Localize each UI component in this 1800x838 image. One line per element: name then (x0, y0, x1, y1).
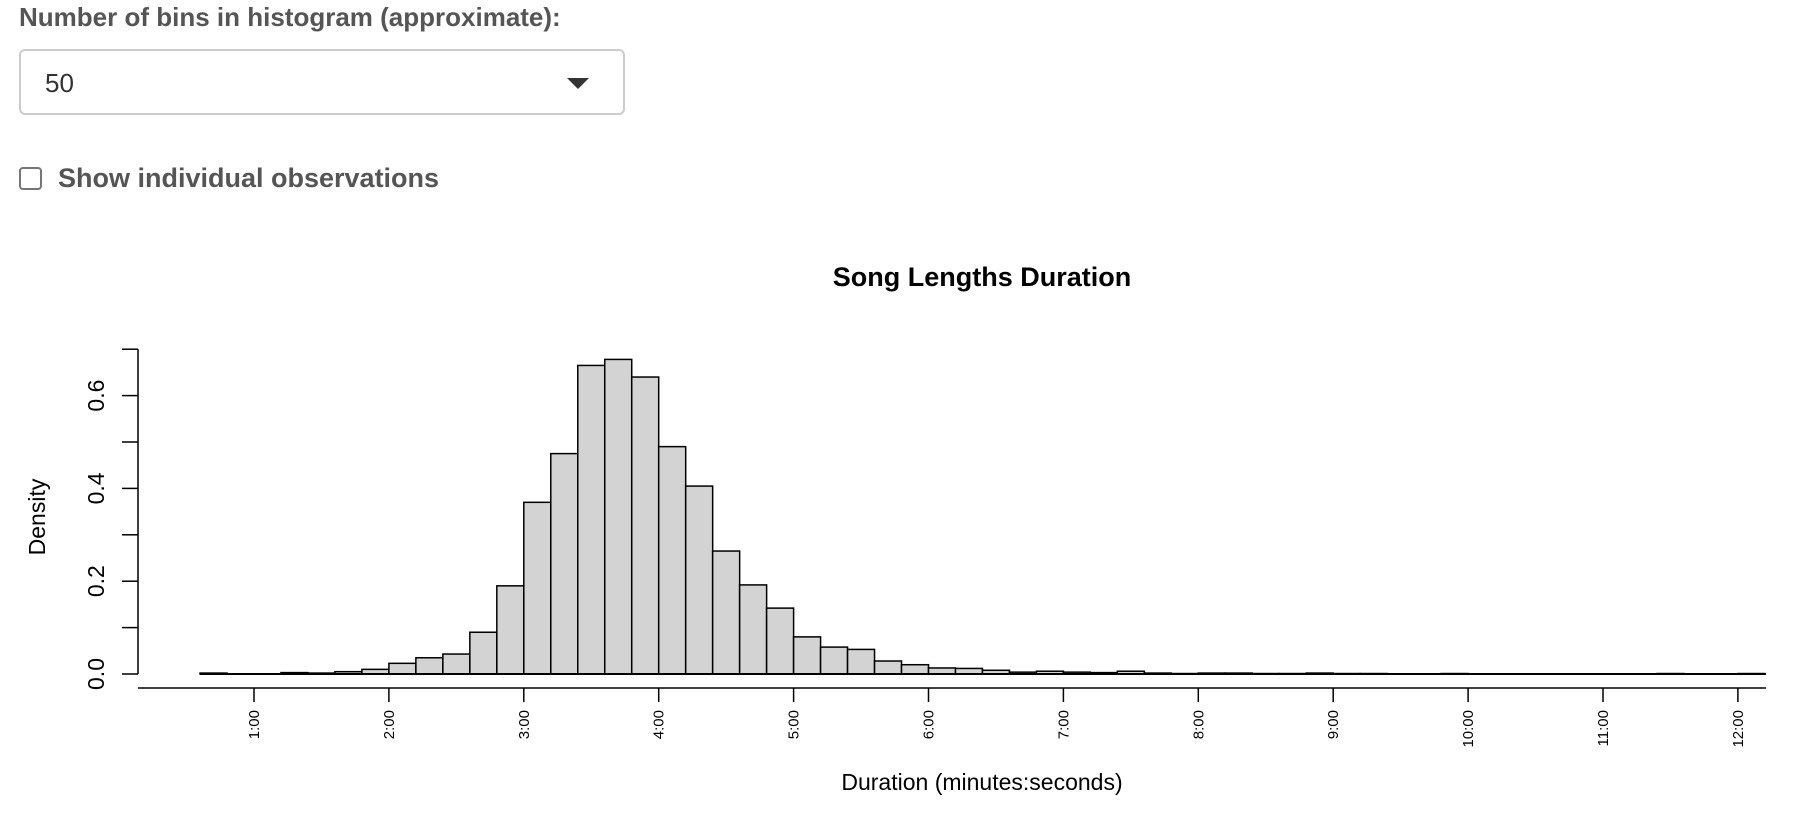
histogram-bar (846, 648, 876, 675)
histogram-bar (630, 376, 660, 675)
bins-select-value: 50 (45, 68, 74, 98)
chevron-down-icon[interactable] (567, 78, 589, 89)
x-tick-label: 6:00 (921, 710, 938, 739)
y-tick-label: 0.2 (83, 565, 109, 597)
x-tick-label: 1:00 (246, 710, 263, 739)
x-tick-label: 2:00 (381, 710, 398, 739)
histogram-bar (523, 501, 552, 675)
histogram-bar (765, 607, 795, 675)
histogram-plot: Song Lengths Duration 0.0 0.2 0.4 0.6 1:00 2… (24, 262, 1766, 795)
histogram-bar (550, 452, 579, 675)
histogram-bar (900, 663, 930, 675)
histogram-bar (657, 445, 687, 675)
x-tick-label: 11:00 (1595, 710, 1612, 746)
y-axis-label: Density (24, 478, 50, 555)
x-tick-label: 9:00 (1325, 710, 1342, 739)
y-axis: 0.0 0.2 0.4 0.6 (83, 348, 139, 690)
y-tick-label: 0.6 (83, 380, 109, 412)
x-axis-label: Duration (minutes:seconds) (841, 769, 1122, 795)
histogram-bar (496, 585, 525, 675)
bins-select[interactable]: 50 (19, 49, 625, 115)
histogram-bar (819, 646, 849, 675)
show-observations-label[interactable]: Show individual observations (58, 162, 440, 193)
x-tick-label: 10:00 (1460, 710, 1477, 748)
show-observations-checkbox[interactable] (19, 166, 42, 190)
y-tick-label: 0.4 (83, 472, 109, 504)
histogram-bar (442, 653, 471, 675)
histogram-bar (388, 662, 417, 675)
x-tick-label: 7:00 (1055, 710, 1072, 739)
x-tick-label: 12:00 (1730, 710, 1747, 748)
histogram-bar (738, 584, 768, 675)
y-tick-label: 0.0 (83, 658, 109, 690)
bins-label: Number of bins in histogram (approximate… (19, 2, 561, 32)
x-axis: 1:00 2:00 3:00 4:00 5:00 6:00 7:00 8:00 9:00 10:0… (138, 687, 1766, 748)
histogram-bar (711, 550, 741, 675)
histogram-bar (469, 631, 498, 675)
x-tick-label: 3:00 (516, 710, 533, 739)
histogram-bar (684, 485, 714, 675)
histogram-bar (577, 364, 606, 675)
show-observations-toggle[interactable]: Show individual observations (19, 160, 439, 196)
x-tick-label: 8:00 (1190, 710, 1207, 739)
x-tick-label: 5:00 (786, 710, 803, 739)
chart-title: Song Lengths Duration (833, 262, 1131, 292)
bars-group (199, 358, 1766, 675)
histogram-bar (603, 358, 633, 675)
histogram-bar (873, 660, 903, 675)
histogram-bar (792, 636, 822, 675)
histogram-bar (415, 657, 444, 675)
x-tick-label: 4:00 (651, 710, 668, 739)
